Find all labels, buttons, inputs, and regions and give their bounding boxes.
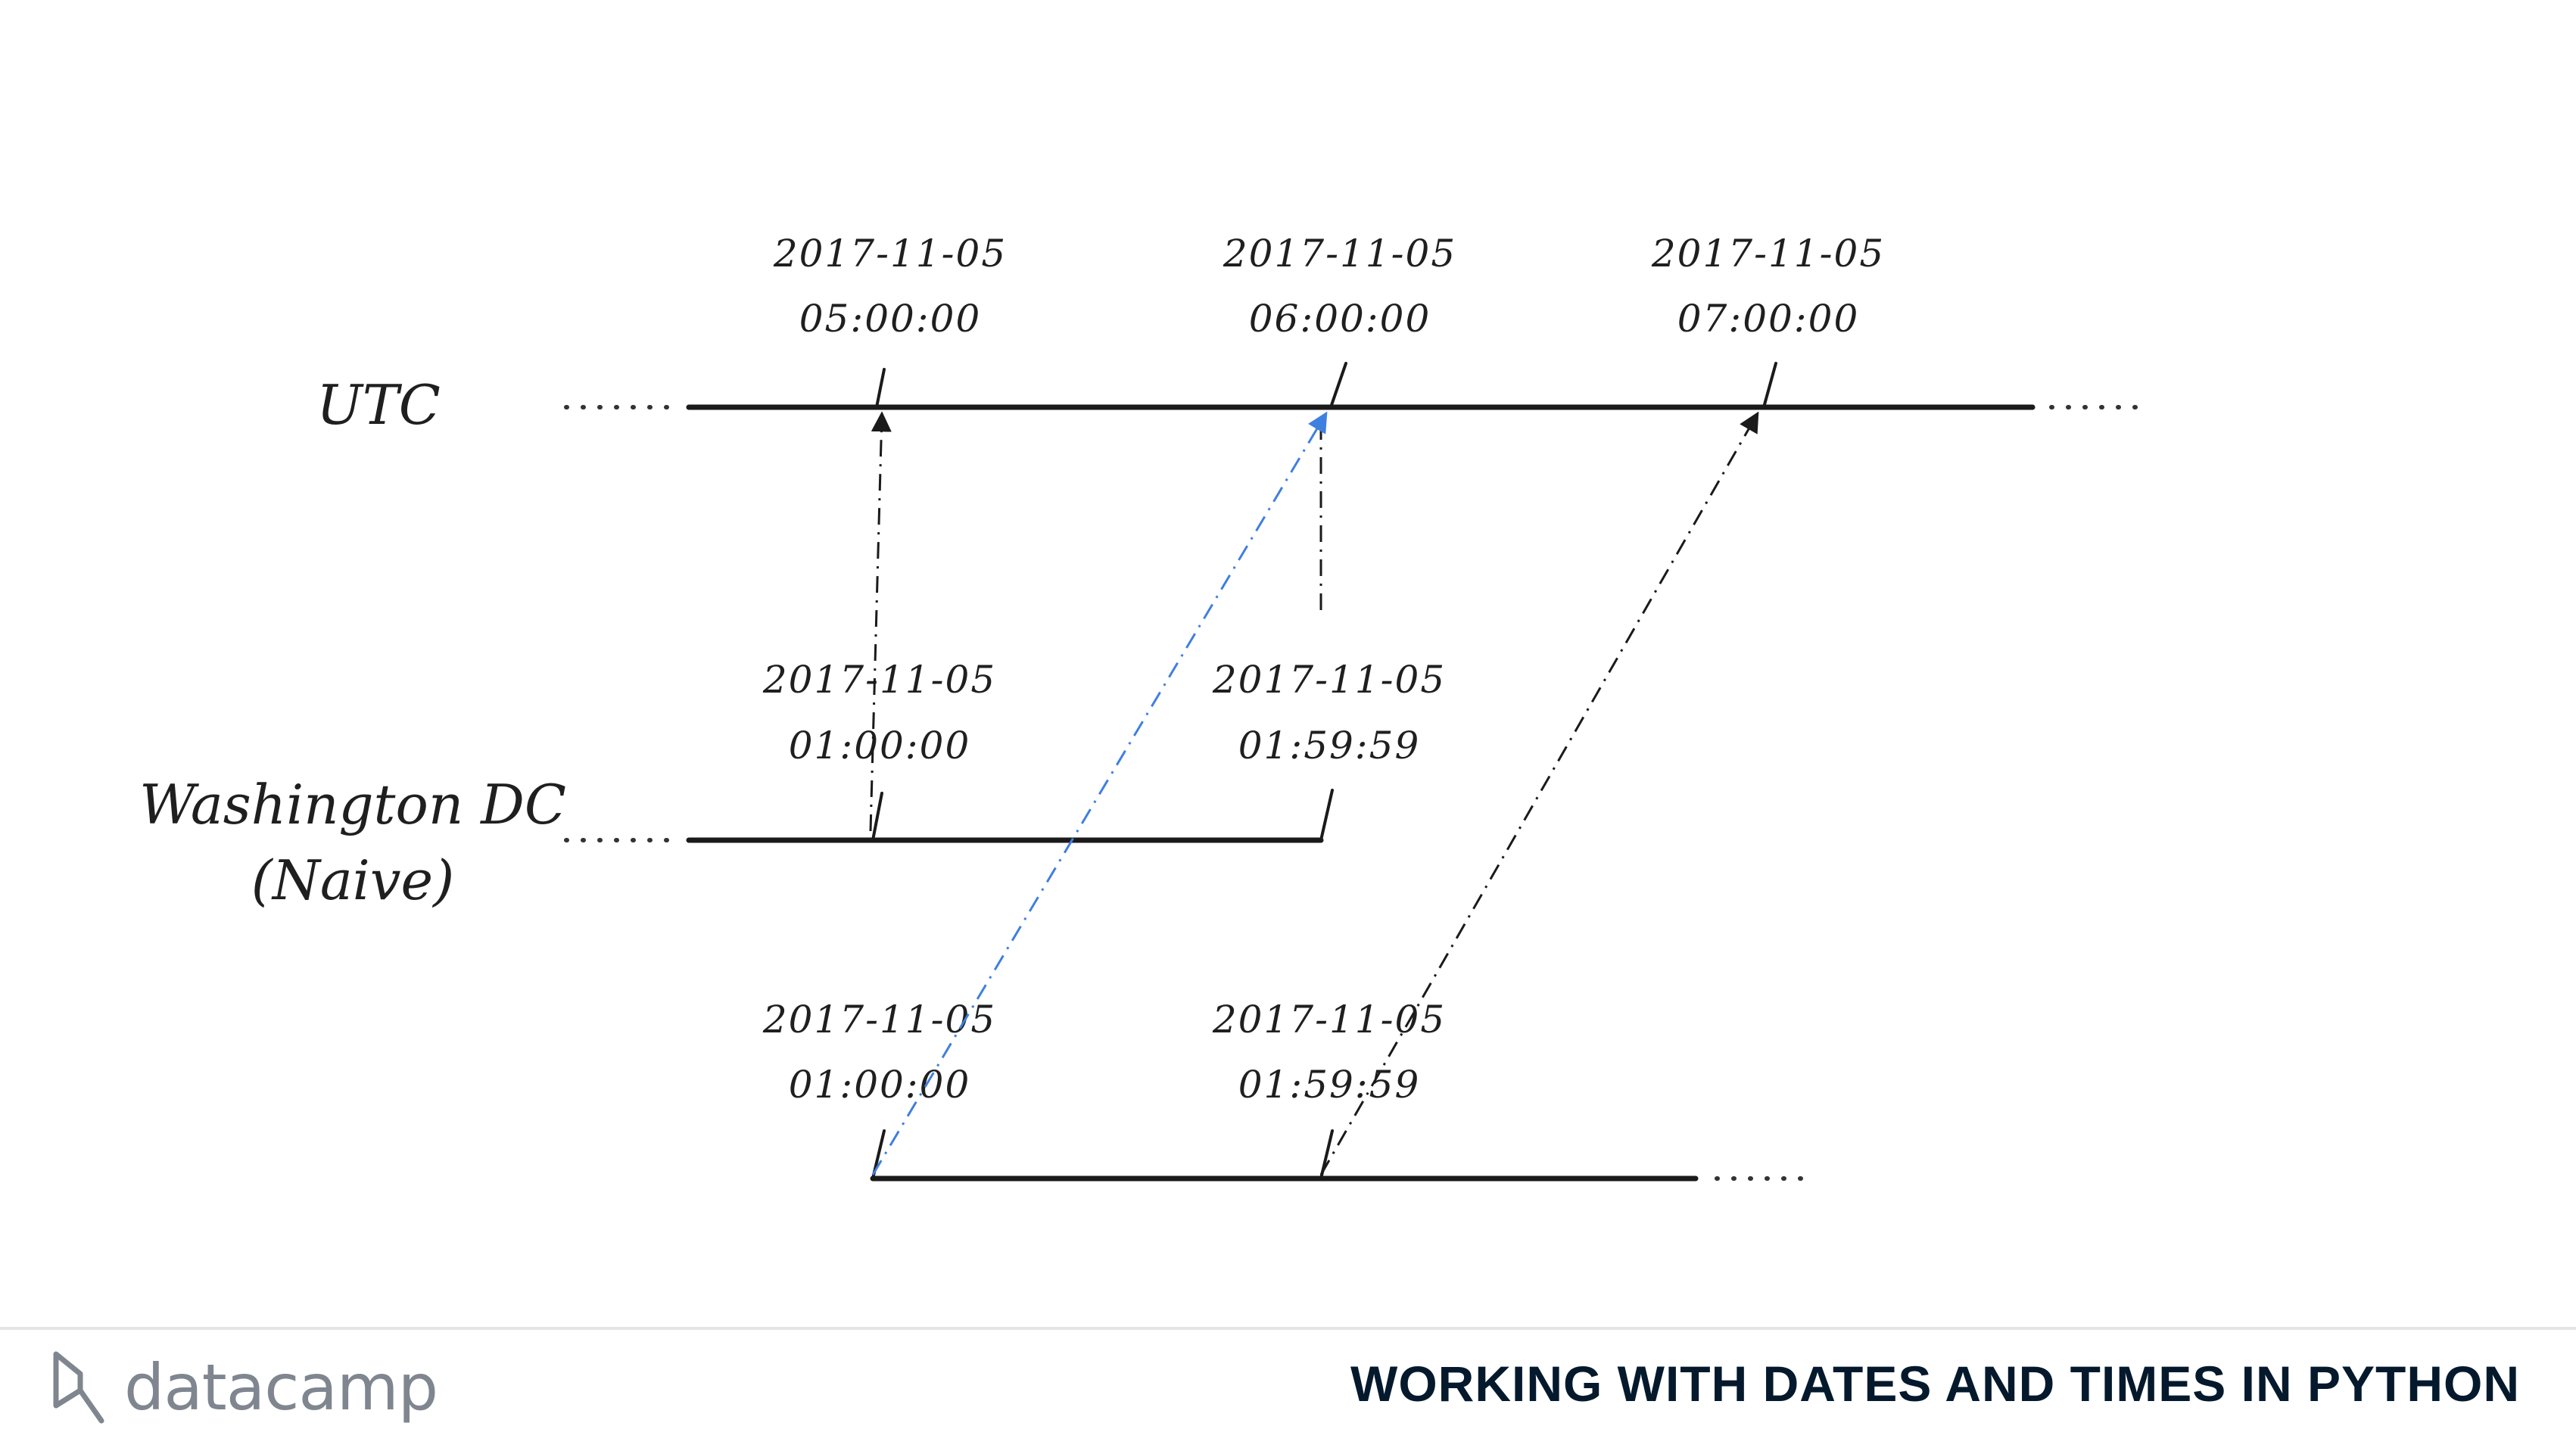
utc-tick-labels: 2017-11-05 05:00:00 2017-11-05 06:00:00 … <box>773 232 1885 341</box>
utc-tick-label-time: 06:00:00 <box>1249 297 1431 341</box>
naive-tick-label-time: 01:59:59 <box>1238 724 1421 768</box>
utc-timeline <box>564 362 2148 410</box>
washington-naive-row-label-line1: Washington DC <box>139 773 566 836</box>
washington-naive-row-label-line2: (Naive) <box>251 848 454 912</box>
datacamp-logo: datacamp <box>50 1346 438 1429</box>
aware-tick-label-date: 2017-11-05 <box>762 998 996 1042</box>
aware-tick-label-date: 2017-11-05 <box>1212 998 1446 1042</box>
naive-timeline <box>564 789 1334 843</box>
aware-0100-to-utc-0600-arrow <box>871 411 1328 1175</box>
utc-tick-0600 <box>1329 362 1347 409</box>
footer-divider <box>0 1327 2576 1330</box>
naive-tick-0100 <box>871 792 883 842</box>
utc-tick-label-time: 05:00:00 <box>799 297 982 341</box>
naive-tick-label-time: 01:00:00 <box>789 724 971 768</box>
utc-tick-label-time: 07:00:00 <box>1677 297 1860 341</box>
aware-0159-to-utc-0700-arrow <box>1319 411 1759 1175</box>
utc-tick-0700 <box>1762 362 1777 409</box>
course-title: WORKING WITH DATES AND TIMES IN PYTHON <box>1350 1356 2520 1412</box>
naive-tick-label-date: 2017-11-05 <box>1212 658 1446 702</box>
datacamp-logo-icon <box>53 1351 104 1424</box>
naive-0100-to-utc-0500-arrow <box>869 411 892 832</box>
mapping-arrows <box>869 411 1759 1175</box>
datacamp-logo-text: datacamp <box>124 1350 438 1425</box>
aware-tick-label-time: 01:00:00 <box>789 1063 971 1107</box>
utc-tick-0500 <box>875 368 886 409</box>
utc-row-label: UTC <box>316 373 441 437</box>
utc-tick-label-date: 2017-11-05 <box>1651 232 1885 276</box>
utc-tick-label-date: 2017-11-05 <box>773 232 1007 276</box>
utc-tick-label-date: 2017-11-05 <box>1223 232 1456 276</box>
naive-tick-labels: 2017-11-05 01:00:00 2017-11-05 01:59:59 <box>762 658 1446 768</box>
naive-tick-label-date: 2017-11-05 <box>762 658 996 702</box>
aware-tick-labels: 2017-11-05 01:00:00 2017-11-05 01:59:59 <box>762 998 1446 1107</box>
naive-tick-0159 <box>1319 789 1334 842</box>
aware-tick-label-time: 01:59:59 <box>1238 1063 1421 1107</box>
